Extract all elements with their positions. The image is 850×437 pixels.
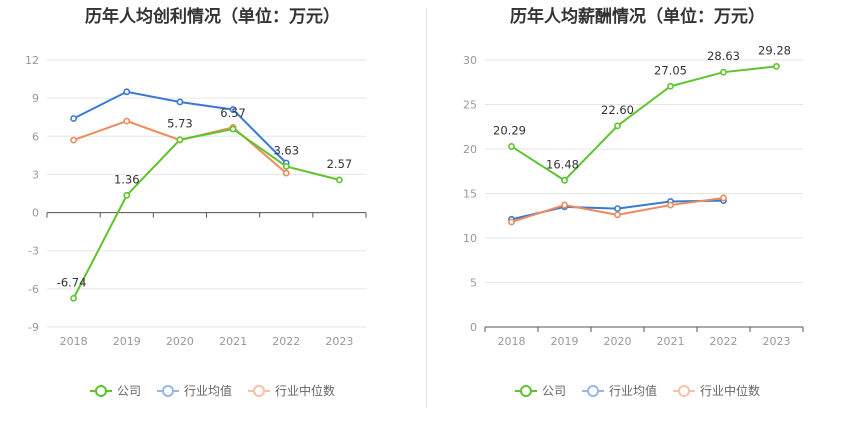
data-point — [561, 201, 568, 209]
profit-chart-legend: 公司 行业均值 行业中位数 — [0, 382, 425, 399]
data-point — [773, 63, 780, 70]
y-tick-label: 0 — [470, 321, 477, 334]
data-label: 5.73 — [167, 117, 193, 131]
legend-label: 行业均值 — [608, 384, 657, 398]
data-label: -6.74 — [57, 275, 87, 289]
y-tick-label: 5 — [470, 277, 477, 290]
y-tick-label: -6 — [28, 283, 39, 296]
data-point — [176, 136, 184, 144]
data-point — [176, 98, 184, 106]
legend-swatch-icon — [156, 384, 179, 397]
profit-chart-panel: 历年人均创利情况（单位：万元） 12 9 6 3 0 -3 -6 -9 2018 2019 2020… — [0, 7, 425, 399]
y-tick-label: 3 — [32, 168, 39, 181]
data-label: 6.57 — [220, 106, 246, 120]
y-tick-label: 0 — [32, 207, 39, 220]
data-point — [508, 143, 515, 150]
salary-chart-legend: 公司 行业均值 行业中位数 — [425, 382, 850, 399]
data-point — [70, 115, 77, 122]
data-label: 3.63 — [273, 143, 299, 157]
panel-divider — [426, 8, 427, 408]
data-label: 28.63 — [707, 49, 740, 63]
profit-chart-plot: 12 9 6 3 0 -3 -6 -9 2018 2019 2020 2021 2022 2023 -6.7… — [25, 54, 367, 348]
series-line-0 — [510, 65, 777, 182]
y-tick-label: 20 — [463, 143, 477, 156]
x-tick-label: 2020 — [604, 335, 632, 348]
data-point — [123, 117, 131, 125]
chart-title: 历年人均薪酬情况（单位：万元） — [510, 7, 765, 27]
legend-swatch-icon — [248, 384, 270, 397]
data-point — [282, 163, 290, 170]
legend-item[interactable]: 行业均值 — [581, 382, 657, 399]
legend-item[interactable]: 公司 — [89, 382, 141, 399]
data-point — [614, 122, 621, 130]
y-tick-label: -3 — [28, 245, 39, 258]
data-point — [336, 176, 343, 184]
x-tick-label: 2022 — [272, 335, 300, 348]
legend-item[interactable]: 行业中位数 — [673, 382, 760, 399]
x-tick-label: 2018 — [60, 335, 88, 348]
y-tick-label: 10 — [463, 232, 477, 245]
salary-chart-panel: 历年人均薪酬情况（单位：万元） 30 25 20 15 10 5 0 2018 2019 2020… — [425, 0, 850, 437]
data-label: 1.36 — [114, 172, 140, 186]
legend-label: 公司 — [116, 384, 141, 398]
data-point — [720, 194, 727, 202]
x-tick-label: 2019 — [113, 335, 141, 348]
x-tick-label: 2023 — [763, 335, 791, 348]
legend-label: 公司 — [541, 384, 566, 398]
data-point — [720, 68, 727, 76]
legend-label: 行业均值 — [183, 384, 232, 398]
y-tick-label: 25 — [463, 99, 477, 112]
series-line-0 — [72, 127, 340, 299]
x-tick-label: 2018 — [498, 335, 526, 348]
x-tick-label: 2021 — [219, 335, 247, 348]
x-tick-label: 2019 — [551, 335, 579, 348]
legend-label: 行业中位数 — [700, 384, 761, 398]
chart-title: 历年人均创利情况（单位：万元） — [85, 7, 340, 27]
data-point — [70, 136, 77, 144]
legend-swatch-icon — [89, 384, 112, 397]
data-label: 29.28 — [758, 43, 791, 57]
data-point — [123, 191, 131, 199]
data-point — [667, 82, 674, 90]
data-point — [667, 201, 674, 209]
legend-label: 行业中位数 — [275, 384, 336, 398]
legend-item[interactable]: 公司 — [514, 382, 566, 399]
y-tick-label: 6 — [32, 130, 39, 143]
legend-item[interactable]: 行业中位数 — [248, 382, 335, 399]
data-label: 2.57 — [327, 157, 353, 171]
data-point — [614, 211, 621, 219]
data-label: 16.48 — [546, 157, 579, 171]
data-label: 27.05 — [654, 63, 687, 77]
salary-chart-plot: 30 25 20 15 10 5 0 2018 2019 2020 2021 2022 2023 20.2… — [463, 43, 804, 348]
data-point — [561, 176, 568, 184]
data-point — [123, 88, 131, 96]
x-tick-label: 2021 — [657, 335, 685, 348]
data-point — [614, 205, 621, 213]
legend-item[interactable]: 行业均值 — [156, 382, 232, 399]
data-point — [229, 125, 237, 133]
y-tick-label: -9 — [28, 321, 39, 334]
data-point — [508, 218, 515, 226]
data-label: 20.29 — [493, 123, 526, 137]
data-point — [282, 169, 290, 177]
legend-swatch-icon — [514, 384, 537, 397]
legend-swatch-icon — [673, 384, 695, 397]
data-point — [70, 294, 77, 302]
x-tick-label: 2022 — [710, 335, 738, 348]
y-tick-label: 15 — [463, 188, 477, 201]
x-tick-label: 2023 — [325, 335, 353, 348]
legend-swatch-icon — [581, 384, 604, 397]
data-label: 22.60 — [601, 103, 634, 117]
y-tick-label: 9 — [32, 92, 39, 105]
data-point — [229, 106, 237, 113]
x-tick-label: 2020 — [166, 335, 194, 348]
y-tick-label: 30 — [463, 54, 477, 67]
y-tick-label: 12 — [25, 54, 39, 67]
